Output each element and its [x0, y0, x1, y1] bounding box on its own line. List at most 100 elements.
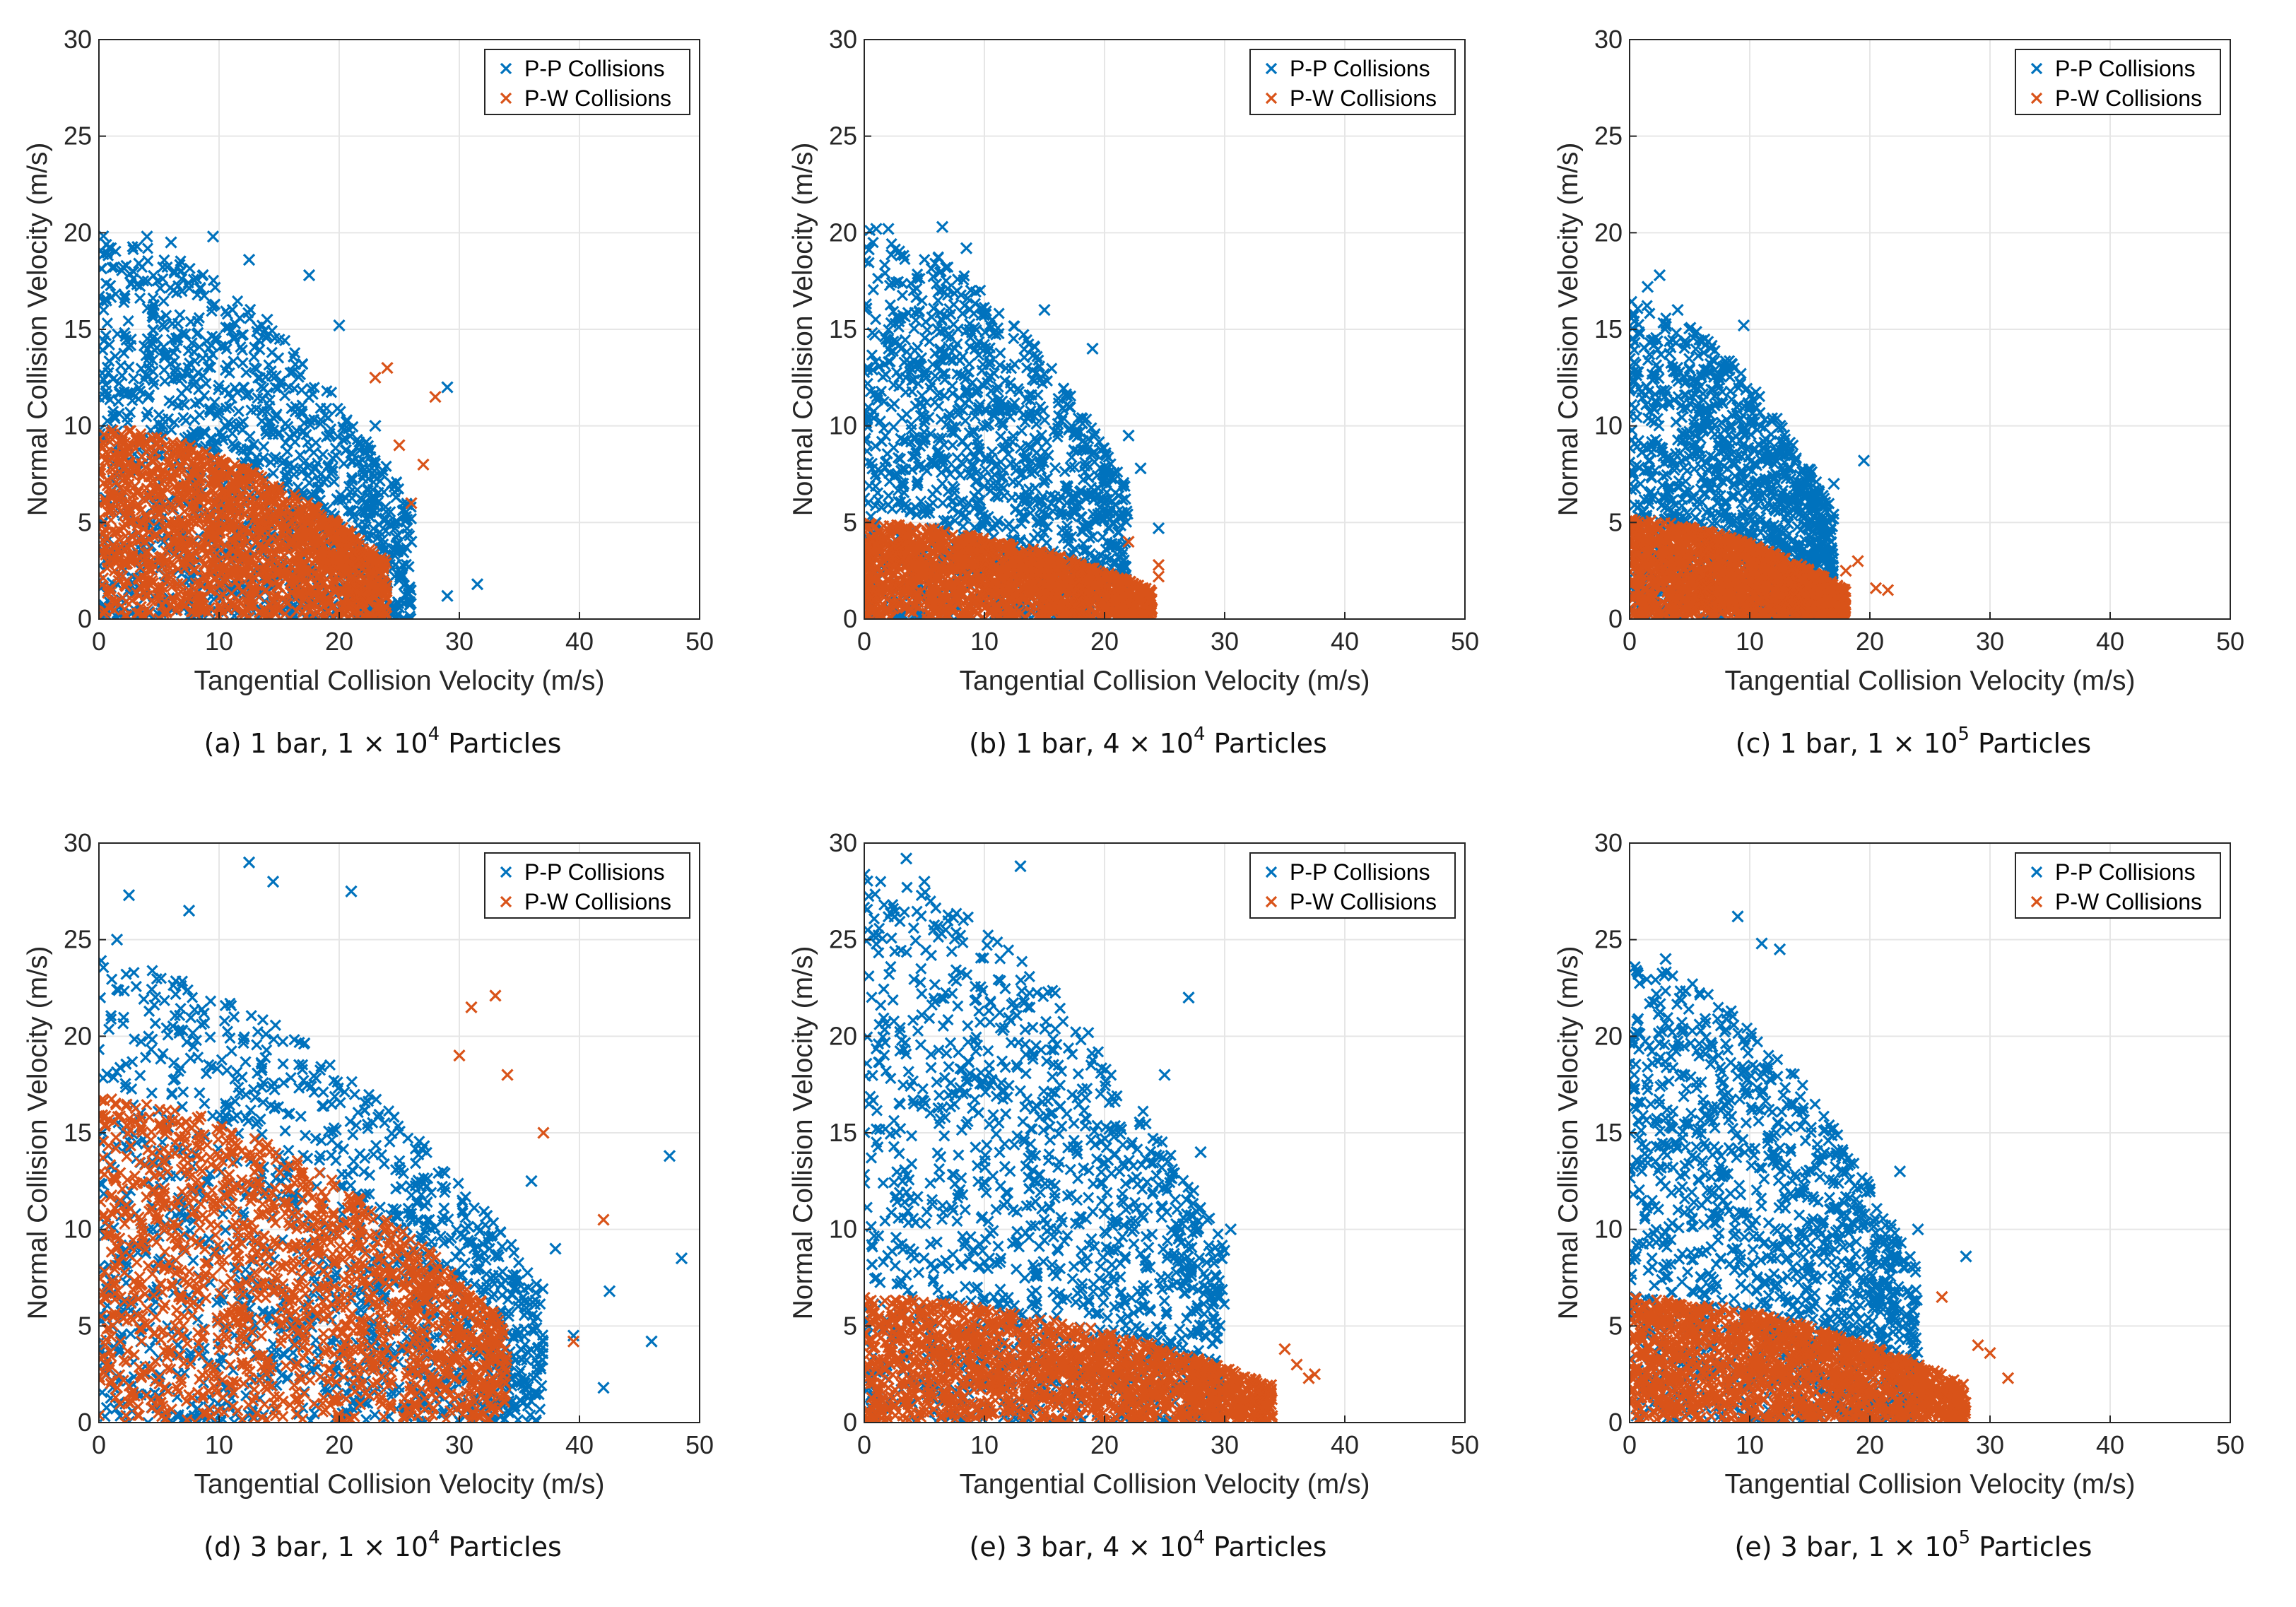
point — [342, 505, 355, 517]
point — [885, 401, 897, 413]
point — [936, 314, 948, 327]
point — [1100, 468, 1112, 480]
point — [1066, 531, 1078, 543]
point — [910, 291, 922, 304]
point — [1040, 436, 1053, 448]
point — [404, 596, 416, 608]
point — [970, 387, 982, 399]
point — [289, 358, 302, 370]
panel-a: 0 10 20 30 40 50 0 5 10 15 20 25 30 Tangential Collis… — [0, 0, 765, 804]
y-tick-label: 20 — [64, 218, 92, 247]
point — [999, 441, 1011, 454]
point — [226, 428, 238, 440]
point — [170, 287, 183, 299]
point — [142, 391, 154, 404]
point — [220, 492, 232, 505]
point — [948, 298, 960, 311]
point — [1062, 489, 1075, 501]
point — [1061, 390, 1073, 402]
point — [400, 558, 412, 570]
point — [879, 430, 892, 442]
point — [979, 464, 991, 476]
point — [239, 509, 251, 521]
point — [1097, 493, 1109, 505]
point — [141, 230, 153, 243]
point — [864, 407, 871, 420]
point — [163, 444, 175, 457]
point — [206, 230, 220, 243]
point — [331, 493, 343, 505]
point — [215, 459, 227, 471]
point — [1024, 394, 1037, 406]
point — [298, 464, 310, 476]
point — [317, 589, 329, 601]
point — [122, 439, 135, 452]
point — [105, 514, 117, 526]
point — [1004, 377, 1016, 389]
point — [271, 567, 283, 579]
point — [179, 493, 191, 505]
point — [351, 433, 363, 446]
point — [249, 341, 261, 353]
point — [964, 341, 976, 353]
point — [885, 249, 897, 261]
point — [1075, 485, 1087, 497]
point — [895, 464, 907, 477]
point — [1087, 508, 1099, 520]
point — [1106, 495, 1119, 507]
point — [320, 431, 333, 443]
point — [261, 313, 273, 326]
point — [129, 480, 141, 493]
point — [1041, 521, 1054, 533]
point — [304, 414, 316, 426]
point — [143, 358, 155, 370]
point — [147, 374, 159, 387]
point — [877, 371, 889, 383]
point — [101, 389, 113, 401]
point — [883, 279, 896, 292]
point — [209, 496, 221, 509]
point — [380, 506, 392, 518]
point — [897, 477, 909, 490]
point — [178, 505, 191, 517]
point — [918, 410, 930, 423]
point — [912, 475, 924, 487]
point — [151, 439, 163, 451]
point — [284, 458, 297, 470]
point — [346, 474, 358, 486]
point — [341, 536, 353, 548]
point — [909, 433, 921, 445]
point — [933, 400, 945, 412]
point — [126, 240, 139, 253]
point — [172, 577, 184, 589]
point — [240, 568, 252, 580]
point — [864, 255, 872, 267]
point — [1063, 401, 1075, 413]
point — [109, 449, 121, 461]
point — [172, 317, 184, 329]
point — [269, 608, 281, 619]
point — [1037, 405, 1049, 417]
series-pw — [99, 362, 442, 619]
point — [1068, 461, 1081, 473]
point — [192, 367, 204, 379]
point — [260, 489, 273, 501]
point — [1005, 401, 1017, 413]
point — [1031, 516, 1043, 529]
point — [131, 607, 143, 619]
point — [123, 425, 135, 437]
point — [176, 372, 188, 384]
point — [278, 455, 290, 467]
point — [285, 534, 298, 546]
point — [358, 524, 370, 536]
point — [314, 543, 326, 555]
point — [152, 589, 164, 601]
point — [307, 524, 319, 536]
point — [213, 379, 225, 392]
point — [184, 262, 196, 275]
point — [912, 460, 925, 472]
point — [255, 500, 267, 512]
point — [1064, 461, 1076, 473]
point — [977, 509, 989, 522]
point — [1007, 430, 1019, 442]
